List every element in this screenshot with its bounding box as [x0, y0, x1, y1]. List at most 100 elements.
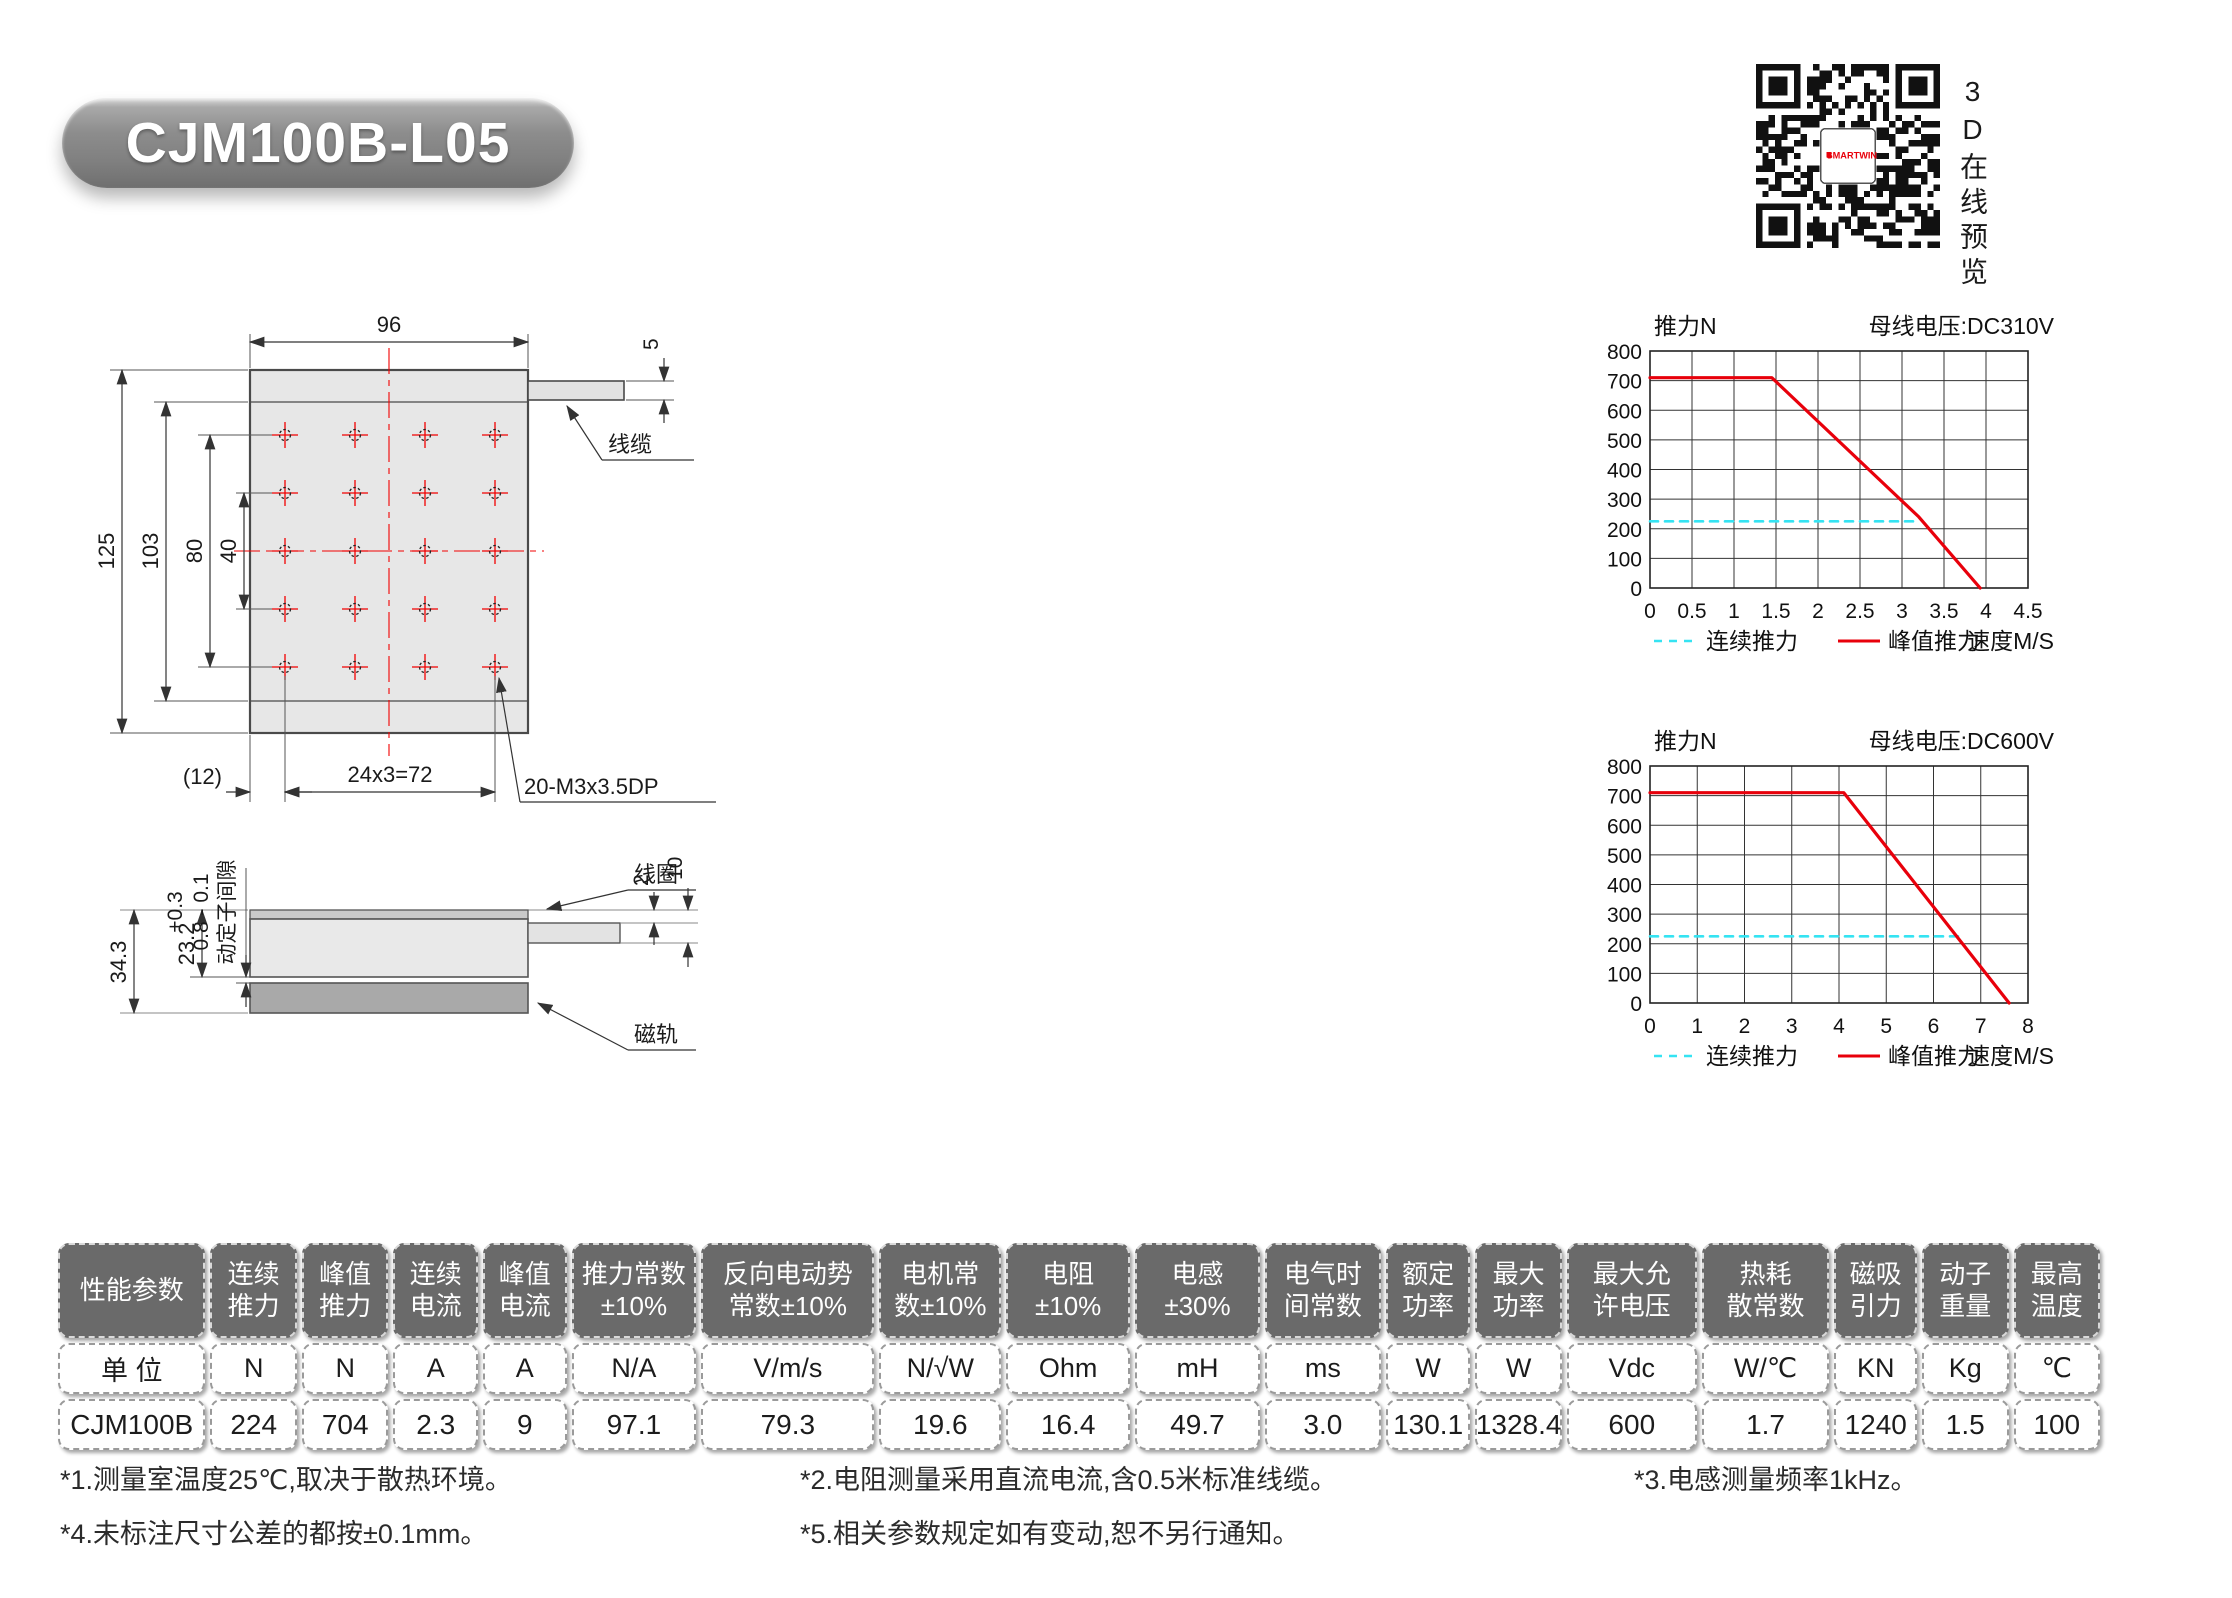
table-unit-cell: A — [393, 1343, 478, 1394]
svg-text:600: 600 — [1607, 815, 1642, 838]
table-unit-cell: A — [482, 1343, 567, 1394]
thrust-speed-chart: 推力N 母线电压:DC600V 0 100 200 300 400 500 600 700 800 0… — [1607, 728, 2055, 1069]
table-value-cell: 130.1 — [1385, 1399, 1471, 1450]
rail-label: 磁轨 — [634, 1022, 678, 1047]
table-header-cell: 连续 推力 — [210, 1243, 297, 1338]
footnote-1: *1.测量室温度25℃,取决于散热环境。 — [60, 1465, 512, 1495]
drawing-side-view: 34.3 23.2 动定子间隙 0.8 - 0.1 +0.3 线圈 磁轨 2 1… — [106, 857, 698, 1051]
svg-text:0: 0 — [1630, 578, 1642, 601]
svg-text:5: 5 — [1880, 1015, 1892, 1038]
bus-voltage-title: 母线电压:DC310V — [1869, 313, 2055, 339]
table-header-cell: 最大允 许电压 — [1566, 1243, 1697, 1338]
x-axis-title: 速度M/S — [1967, 628, 2054, 654]
svg-text:7: 7 — [1975, 1015, 1987, 1038]
dim-125: 125 — [94, 533, 119, 570]
legend-continuous-label: 连续推力 — [1706, 1043, 1798, 1069]
table-header-cell: 动子 重量 — [1922, 1243, 2009, 1338]
air-gap-label: 动定子间隙 — [216, 860, 239, 965]
dim-hole-pitch: 24x3=72 — [347, 762, 432, 787]
svg-text:800: 800 — [1607, 341, 1642, 364]
svg-text:2: 2 — [1812, 600, 1824, 623]
svg-text:3: 3 — [1786, 1015, 1798, 1038]
table-header-cell: 电感 ±30% — [1135, 1243, 1260, 1338]
table-header-cell: 电气时 间常数 — [1264, 1243, 1381, 1338]
table-column-6: 反向电动势 常数±10% V/m/s 79.3 — [701, 1243, 875, 1450]
table-column-16: 动子 重量 Kg 1.5 — [1922, 1243, 2009, 1450]
air-gap-tolerance: +0.3 — [164, 891, 187, 932]
cable-stub — [527, 380, 625, 401]
table-header-cell: 推力常数 ±10% — [571, 1243, 697, 1338]
svg-text:200: 200 — [1607, 934, 1642, 957]
dim-2: 2 — [630, 874, 653, 886]
dim-12: (12) — [183, 764, 222, 789]
svg-text:0.5: 0.5 — [1677, 600, 1706, 623]
table-header-cell: 连续 电流 — [393, 1243, 478, 1338]
legend-peak-label: 峰值推力 — [1888, 628, 1980, 654]
legend-peak-label: 峰值推力 — [1888, 1043, 1980, 1069]
table-value-cell: 79.3 — [701, 1399, 875, 1450]
table-header-cell: 峰值 电流 — [482, 1243, 567, 1338]
table-unit-cell: KN — [1834, 1343, 1917, 1394]
chart-dc600v: 推力N 母线电压:DC600V 0 100 200 300 400 500 600 700 800 0… — [1588, 715, 2108, 1085]
table-column-12: 最大 功率 W 1328.4 — [1475, 1243, 1562, 1450]
table-value-cell: 704 — [301, 1399, 389, 1450]
table-unit-cell: V/m/s — [701, 1343, 875, 1394]
table-header-cell: 磁吸 引力 — [1834, 1243, 1917, 1338]
svg-text:400: 400 — [1607, 875, 1642, 898]
table-header-cell: 热耗 散常数 — [1701, 1243, 1830, 1338]
table-column-13: 最大允 许电压 Vdc 600 — [1566, 1243, 1697, 1450]
table-value-cell: 1240 — [1834, 1399, 1917, 1450]
dim-40: 40 — [216, 539, 241, 563]
table-header-cell: 电机常 数±10% — [879, 1243, 1002, 1338]
y-axis-title: 推力N — [1654, 728, 1717, 754]
table-value-cell: 97.1 — [571, 1399, 697, 1450]
svg-text:700: 700 — [1607, 786, 1642, 809]
table-value-cell: 2.3 — [393, 1399, 478, 1450]
qr-center-logo: SMARTWIN — [1827, 151, 1878, 161]
legend-continuous-label: 连续推力 — [1706, 628, 1798, 654]
table-unit-cell: Kg — [1922, 1343, 2009, 1394]
svg-text:0: 0 — [1644, 1015, 1656, 1038]
table-value-cell: 1328.4 — [1475, 1399, 1562, 1450]
table-column-15: 磁吸 引力 KN 1240 — [1834, 1243, 1917, 1450]
svg-text:4.5: 4.5 — [2013, 600, 2042, 623]
svg-text:6: 6 — [1928, 1015, 1940, 1038]
footnote-5: *5.相关参数规定如有变动,恕不另行通知。 — [800, 1519, 1300, 1549]
peak-thrust-line — [1648, 376, 1982, 590]
svg-text:500: 500 — [1607, 845, 1642, 868]
svg-text:100: 100 — [1607, 963, 1642, 986]
table-value-cell: 224 — [210, 1399, 297, 1450]
table-unit-cell: N/√W — [879, 1343, 1002, 1394]
table-unit-cell: Ohm — [1006, 1343, 1131, 1394]
table-column-8: 电阻 ±10% Ohm 16.4 — [1006, 1243, 1131, 1450]
cable-stub-side — [527, 922, 621, 944]
footnote-3: *3.电感测量频率1kHz。 — [1634, 1465, 1918, 1495]
chart-dc310v: 推力N 母线电压:DC310V 0 100 200 300 400 500 600 700 800 0… — [1588, 300, 2108, 670]
svg-text:700: 700 — [1607, 371, 1642, 394]
svg-text:3.5: 3.5 — [1929, 600, 1958, 623]
table-unit-cell: W — [1385, 1343, 1471, 1394]
mounting-holes — [272, 422, 508, 680]
svg-text:1: 1 — [1728, 600, 1740, 623]
coil-body — [249, 918, 529, 978]
svg-text:300: 300 — [1607, 489, 1642, 512]
svg-text:2: 2 — [1739, 1015, 1751, 1038]
svg-text:1.5: 1.5 — [1761, 600, 1790, 623]
cable-label: 线缆 — [608, 432, 652, 457]
dim-10: 10 — [664, 857, 687, 880]
footnote-4: *4.未标注尺寸公差的都按±0.1mm。 — [60, 1519, 488, 1549]
svg-text:4: 4 — [1833, 1015, 1845, 1038]
model-title: CJM100B-L05 — [125, 111, 511, 175]
y-axis-title: 推力N — [1654, 313, 1717, 339]
table-column-4: 峰值 电流 A 9 — [482, 1243, 567, 1450]
thrust-speed-chart: 推力N 母线电压:DC310V 0 100 200 300 400 500 600 700 800 0… — [1607, 313, 2055, 654]
svg-text:300: 300 — [1607, 904, 1642, 927]
model-title-badge: CJM100B-L05 — [62, 98, 574, 188]
svg-text:2.5: 2.5 — [1845, 600, 1874, 623]
table-value-cell: 19.6 — [879, 1399, 1002, 1450]
table-value-cell: CJM100B — [58, 1399, 206, 1450]
table-column-2: 峰值 推力 N 704 — [301, 1243, 389, 1450]
dim-103: 103 — [138, 533, 163, 570]
table-unit-cell: W/℃ — [1701, 1343, 1830, 1394]
air-gap-value: 0.8 - 0.1 — [190, 873, 213, 950]
